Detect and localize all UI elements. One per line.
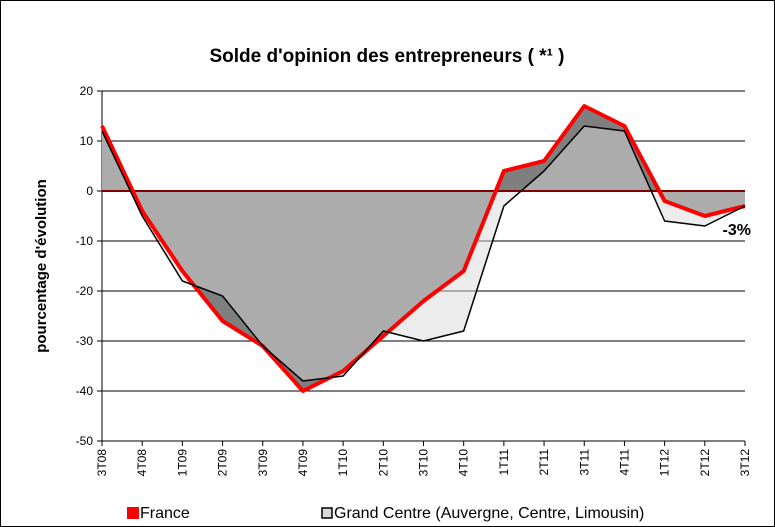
area: [102, 126, 745, 381]
y-tick-label: 0: [86, 184, 93, 198]
x-tick-label: 3T09: [256, 449, 270, 477]
x-tick-label: 1T12: [658, 449, 672, 477]
x-tick-label: 2T10: [376, 449, 390, 477]
x-tick-label: 3T08: [95, 449, 109, 477]
y-tick-label: -50: [76, 434, 94, 448]
annotation: -3%: [723, 222, 751, 239]
x-tick-label: 3T12: [738, 449, 752, 477]
y-tick-label: -20: [76, 284, 94, 298]
y-tick-label: -30: [76, 334, 94, 348]
x-tick-label: 1T09: [175, 449, 189, 477]
x-tick-label: 4T10: [457, 449, 471, 477]
x-tick-label: 2T09: [216, 449, 230, 477]
chart-title: Solde d'opinion des entrepreneurs ( *¹ ): [210, 46, 565, 67]
x-tick-label: 1T11: [497, 449, 511, 476]
x-tick-label: 4T08: [135, 449, 149, 477]
x-tick-label: 1T10: [336, 449, 350, 477]
line: [101, 125, 746, 382]
legend-label: France: [140, 505, 190, 522]
legend-swatch: [321, 507, 333, 519]
x-tick-label: 4T09: [296, 449, 310, 477]
y-tick-label: 20: [80, 84, 94, 98]
x-tick-label: 3T11: [577, 449, 591, 476]
line: [100, 104, 746, 393]
x-tick-label: 2T11: [537, 449, 551, 476]
y-tick-label: 10: [80, 134, 94, 148]
x-tick-label: 4T11: [617, 449, 631, 476]
x-tick-label: 3T10: [417, 449, 431, 477]
y-tick-label: -10: [76, 234, 94, 248]
legend-label: Grand Centre (Auvergne, Centre, Limousin…: [334, 505, 644, 522]
y-tick-label: -40: [76, 384, 94, 398]
y-axis-label: pourcentage d'évolution: [33, 179, 50, 353]
x-tick-label: 2T12: [698, 449, 712, 477]
legend-swatch: [127, 507, 139, 519]
